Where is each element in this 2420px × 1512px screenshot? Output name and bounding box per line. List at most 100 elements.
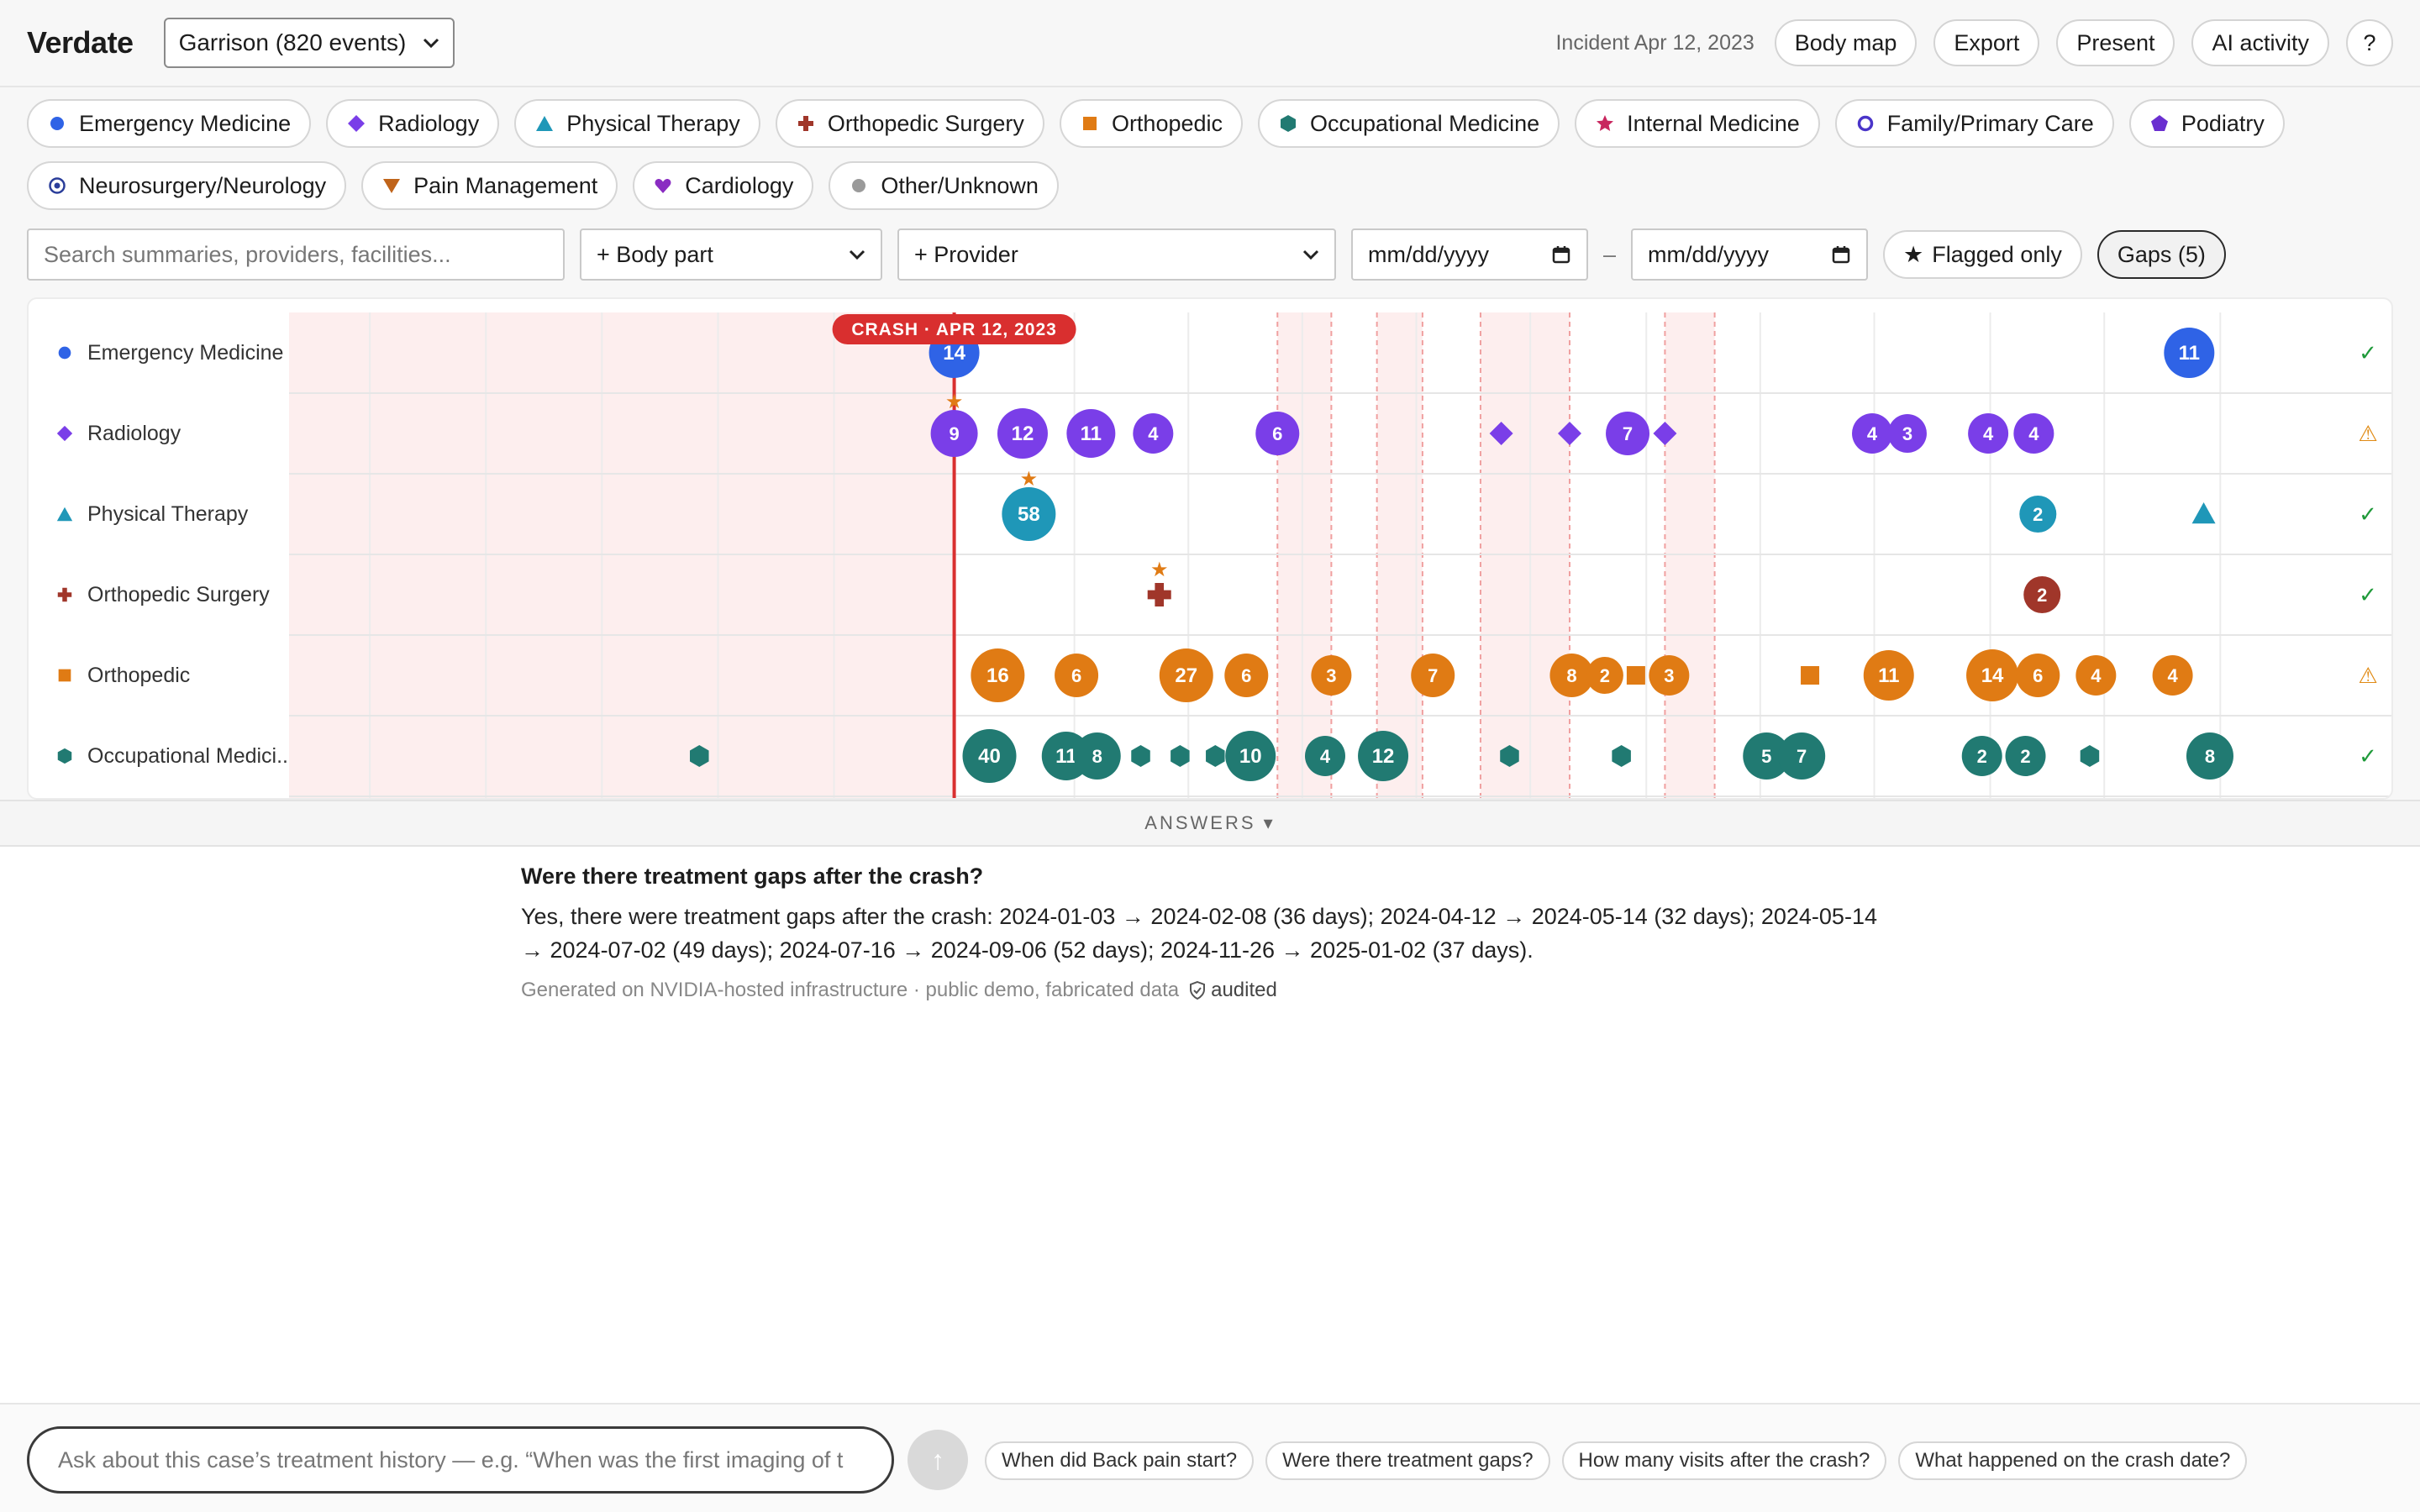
specialty-chip[interactable]: Radiology bbox=[326, 99, 500, 148]
event-marker[interactable]: 6 bbox=[2016, 654, 2060, 697]
specialty-chip[interactable]: Internal Medicine bbox=[1575, 99, 1820, 148]
specialty-chip[interactable]: Neurosurgery/Neurology bbox=[27, 161, 347, 210]
specialty-chip[interactable]: Emergency Medicine bbox=[27, 99, 312, 148]
event-circle[interactable] bbox=[2164, 328, 2215, 378]
event-circle[interactable] bbox=[971, 648, 1025, 702]
provider-select[interactable]: + Provider bbox=[897, 228, 1336, 281]
specialty-chip[interactable]: Pain Management bbox=[361, 161, 618, 210]
event-circle[interactable] bbox=[2019, 496, 2057, 533]
specialty-chip[interactable]: Podiatry bbox=[2128, 99, 2285, 148]
event-marker[interactable]: 2 bbox=[2019, 496, 2057, 533]
event-hexagon[interactable] bbox=[1131, 745, 1150, 767]
event-circle[interactable] bbox=[1305, 736, 1345, 776]
event-circle[interactable] bbox=[962, 729, 1017, 783]
treatment-gap-region[interactable] bbox=[1480, 312, 1570, 800]
event-marker[interactable]: 4 bbox=[2075, 655, 2117, 696]
event-marker[interactable]: 12 bbox=[1358, 731, 1409, 781]
event-hexagon[interactable] bbox=[1612, 745, 1631, 767]
event-marker[interactable]: 4 bbox=[1968, 413, 2009, 454]
event-marker[interactable] bbox=[1171, 745, 1190, 767]
event-marker[interactable]: 9★ bbox=[930, 391, 978, 457]
event-marker[interactable]: 2 bbox=[1586, 657, 1623, 694]
event-square[interactable] bbox=[1801, 666, 1820, 685]
flag-star-icon[interactable]: ★ bbox=[1020, 468, 1039, 491]
event-marker[interactable]: 8 bbox=[2186, 732, 2233, 780]
event-hexagon[interactable] bbox=[1171, 745, 1190, 767]
ai-activity-button[interactable]: AI activity bbox=[2191, 19, 2329, 66]
event-marker[interactable]: 8 bbox=[1073, 732, 1121, 780]
treatment-gap-region[interactable] bbox=[1277, 312, 1332, 800]
specialty-chip[interactable]: Physical Therapy bbox=[514, 99, 760, 148]
event-circle[interactable] bbox=[1073, 732, 1121, 780]
event-triangle[interactable] bbox=[2191, 502, 2216, 524]
body-map-button[interactable]: Body map bbox=[1774, 19, 1918, 66]
event-marker[interactable]: 27 bbox=[1159, 648, 1213, 702]
flag-star-icon[interactable]: ★ bbox=[1150, 559, 1169, 581]
event-marker[interactable]: 6 bbox=[1055, 654, 1099, 697]
flagged-only-toggle[interactable]: ★ Flagged only bbox=[1883, 230, 2082, 279]
event-marker[interactable]: 11 bbox=[1863, 650, 1914, 701]
event-circle[interactable] bbox=[1549, 654, 1594, 697]
event-diamond[interactable] bbox=[1653, 422, 1677, 445]
event-circle[interactable] bbox=[1966, 649, 2019, 701]
event-marker[interactable] bbox=[1557, 422, 1581, 445]
event-hexagon[interactable] bbox=[1206, 745, 1225, 767]
event-circle[interactable] bbox=[2186, 732, 2233, 780]
suggestion-chip[interactable]: How many visits after the crash? bbox=[1561, 1441, 1887, 1480]
case-select[interactable]: Garrison (820 events) bbox=[163, 18, 455, 68]
event-marker[interactable]: 11 bbox=[2164, 328, 2215, 378]
specialty-chip[interactable]: Family/Primary Care bbox=[1834, 99, 2114, 148]
event-marker[interactable] bbox=[1206, 745, 1225, 767]
event-marker[interactable]: 7 bbox=[1606, 412, 1650, 455]
event-marker[interactable]: ★ bbox=[1147, 559, 1171, 606]
export-button[interactable]: Export bbox=[1933, 19, 2040, 66]
event-circle[interactable] bbox=[1778, 732, 1826, 780]
event-circle[interactable] bbox=[930, 410, 978, 457]
event-marker[interactable]: 11 bbox=[1066, 409, 1116, 458]
event-marker[interactable]: 6 bbox=[1224, 654, 1269, 697]
event-circle[interactable] bbox=[1224, 654, 1269, 697]
event-marker[interactable]: 2 bbox=[1961, 736, 2002, 776]
event-circle[interactable] bbox=[1887, 414, 1927, 453]
event-circle[interactable] bbox=[1002, 487, 1056, 541]
event-circle[interactable] bbox=[1066, 409, 1116, 458]
event-circle[interactable] bbox=[1159, 648, 1213, 702]
event-circle[interactable] bbox=[2023, 576, 2061, 613]
event-marker[interactable]: 3 bbox=[1311, 655, 1352, 696]
ask-input[interactable]: Ask about this case’s treatment history … bbox=[27, 1426, 894, 1494]
event-marker[interactable]: 5 bbox=[1743, 732, 1791, 780]
event-marker[interactable]: 7 bbox=[1411, 654, 1455, 697]
event-marker[interactable]: 10 bbox=[1225, 731, 1276, 781]
event-marker[interactable]: 8 bbox=[1549, 654, 1594, 697]
event-diamond[interactable] bbox=[1489, 422, 1513, 445]
event-cross[interactable] bbox=[1147, 583, 1171, 606]
event-circle[interactable] bbox=[1863, 650, 1914, 701]
specialty-chip[interactable]: Orthopedic bbox=[1059, 99, 1244, 148]
event-marker[interactable]: 4 bbox=[1305, 736, 1345, 776]
event-circle[interactable] bbox=[1358, 731, 1409, 781]
event-marker[interactable]: 4 bbox=[1852, 413, 1893, 454]
event-circle[interactable] bbox=[2152, 655, 2193, 696]
event-marker[interactable]: 40 bbox=[962, 729, 1017, 783]
specialty-chip[interactable]: Occupational Medicine bbox=[1258, 99, 1560, 148]
event-circle[interactable] bbox=[1606, 412, 1650, 455]
event-circle[interactable] bbox=[1586, 657, 1623, 694]
event-marker[interactable]: 4 bbox=[2013, 413, 2054, 454]
body-part-select[interactable]: + Body part bbox=[580, 228, 882, 281]
event-circle[interactable] bbox=[1961, 736, 2002, 776]
event-marker[interactable]: 3 bbox=[1887, 414, 1927, 453]
specialty-chip[interactable]: Other/Unknown bbox=[829, 161, 1059, 210]
event-marker[interactable] bbox=[1500, 745, 1519, 767]
event-marker[interactable] bbox=[1131, 745, 1150, 767]
search-input[interactable]: Search summaries, providers, facilities.… bbox=[27, 228, 565, 281]
send-button[interactable]: ↑ bbox=[908, 1430, 968, 1490]
event-circle[interactable] bbox=[1968, 413, 2009, 454]
event-circle[interactable] bbox=[2016, 654, 2060, 697]
treatment-gap-region[interactable] bbox=[1665, 312, 1715, 800]
suggestion-chip[interactable]: When did Back pain start? bbox=[985, 1441, 1255, 1480]
event-marker[interactable] bbox=[1612, 745, 1631, 767]
event-square[interactable] bbox=[1626, 666, 1645, 685]
date-to-input[interactable]: mm/dd/yyyy bbox=[1631, 228, 1869, 281]
event-marker[interactable]: 2 bbox=[2023, 576, 2061, 613]
specialty-chip[interactable]: Cardiology bbox=[633, 161, 814, 210]
